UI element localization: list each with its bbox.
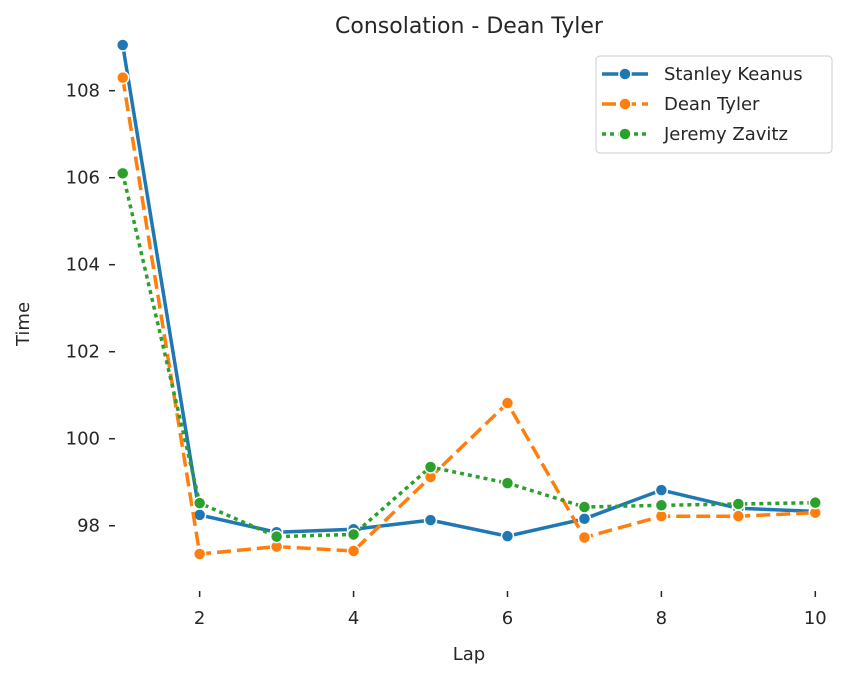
- y-axis: 98 100 102 104 106 108: [66, 81, 115, 537]
- series-line-dean-tyler: [120, 77, 816, 556]
- y-tick-label: 104: [66, 255, 100, 276]
- data-point-stanley-keanus: [577, 512, 592, 526]
- data-point-dean-tyler: [346, 544, 361, 558]
- y-tick-label: 106: [66, 168, 100, 189]
- data-point-jeremy-zavitz: [500, 476, 515, 490]
- y-axis-label: Time: [13, 302, 34, 347]
- data-point-jeremy-zavitz: [423, 460, 438, 474]
- series-line-stanley-keanus: [120, 44, 816, 538]
- data-point-dean-tyler: [500, 396, 515, 410]
- x-axis-label: Lap: [453, 644, 485, 665]
- legend: Stanley Keanus Dean Tyler Jeremy Zavitz: [595, 55, 833, 154]
- legend-marker-dean-tyler: [618, 97, 632, 111]
- x-tick-label: 4: [348, 608, 359, 629]
- data-point-dean-tyler: [731, 509, 746, 523]
- legend-label-dean-tyler: Dean Tyler: [664, 94, 760, 115]
- legend-box: [595, 55, 833, 154]
- data-point-dean-tyler: [115, 70, 130, 85]
- y-tick-label: 100: [66, 429, 100, 450]
- x-tick-label: 2: [194, 608, 205, 629]
- y-tick-label: 108: [66, 81, 100, 102]
- plot-area: [115, 38, 823, 561]
- x-tick-label: 10: [804, 608, 827, 629]
- data-point-stanley-keanus: [115, 38, 130, 52]
- data-point-stanley-keanus: [500, 529, 515, 543]
- data-point-stanley-keanus: [654, 483, 669, 497]
- chart-title: Consolation - Dean Tyler: [335, 14, 604, 39]
- x-axis: 2 4 6 8 10: [194, 591, 827, 629]
- data-point-stanley-keanus: [423, 513, 438, 527]
- legend-marker-jeremy-zavitz: [618, 127, 632, 141]
- data-point-jeremy-zavitz: [346, 527, 361, 542]
- data-point-dean-tyler: [192, 547, 207, 561]
- data-point-jeremy-zavitz: [808, 495, 823, 510]
- data-point-jeremy-zavitz: [269, 529, 284, 544]
- series-line-jeremy-zavitz: [120, 172, 816, 539]
- data-point-jeremy-zavitz: [731, 497, 746, 511]
- data-point-dean-tyler: [577, 530, 592, 545]
- x-tick-label: 8: [656, 608, 667, 629]
- y-tick-label: 102: [66, 342, 100, 363]
- data-point-jeremy-zavitz: [115, 166, 130, 181]
- data-point-jeremy-zavitz: [192, 496, 207, 510]
- data-point-jeremy-zavitz: [654, 498, 669, 513]
- legend-label-stanley-keanus: Stanley Keanus: [664, 64, 803, 85]
- legend-marker-stanley-keanus: [618, 67, 632, 81]
- y-tick-label: 98: [77, 516, 100, 537]
- legend-label-jeremy-zavitz: Jeremy Zavitz: [663, 124, 788, 145]
- data-point-jeremy-zavitz: [577, 500, 592, 514]
- x-tick-label: 6: [502, 608, 513, 629]
